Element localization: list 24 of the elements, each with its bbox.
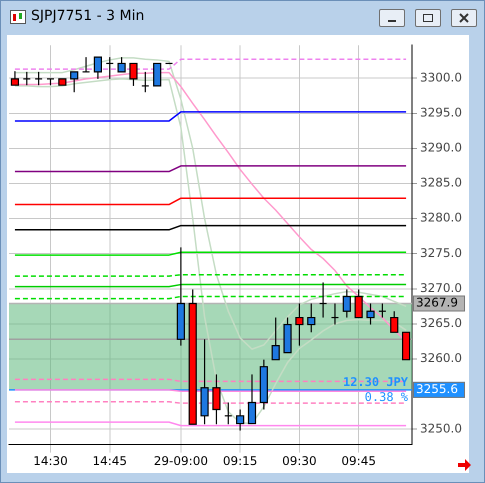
x-tick-label: 29-09:00 (154, 454, 208, 468)
x-tick-label: 09:15 (222, 454, 258, 468)
ref-line-label: 3267.9 (416, 296, 458, 310)
y-tick-label: 3285.0 (420, 176, 462, 190)
x-tick-label: 09:45 (341, 454, 376, 468)
annotation: 0.38 % (364, 390, 409, 404)
annotation: 12.30 JPY (342, 374, 409, 389)
y-tick-label: 3265.0 (420, 316, 462, 330)
x-tick-label: 09:30 (282, 454, 317, 468)
ref-line-label: 3255.6 (416, 382, 458, 396)
y-tick-label: 3280.0 (420, 210, 462, 225)
y-tick-label: 3290.0 (420, 140, 462, 155)
y-tick-label: 3275.0 (420, 246, 462, 260)
candlestick (378, 302, 386, 318)
y-tick-label: 3295.0 (420, 105, 462, 120)
y-tick-label: 3300.0 (420, 70, 462, 84)
x-tick-label: 14:45 (92, 454, 128, 468)
chart-title: SJPJ7751 - 3 Min (31, 8, 144, 24)
candlestick (224, 402, 232, 425)
candlestick (153, 62, 162, 87)
y-tick-label: 3250.0 (420, 421, 462, 436)
x-tick-label: 14:30 (33, 454, 68, 468)
y-tick-label: 3270.0 (420, 280, 462, 295)
y-tick-label: 3260.0 (420, 351, 462, 366)
